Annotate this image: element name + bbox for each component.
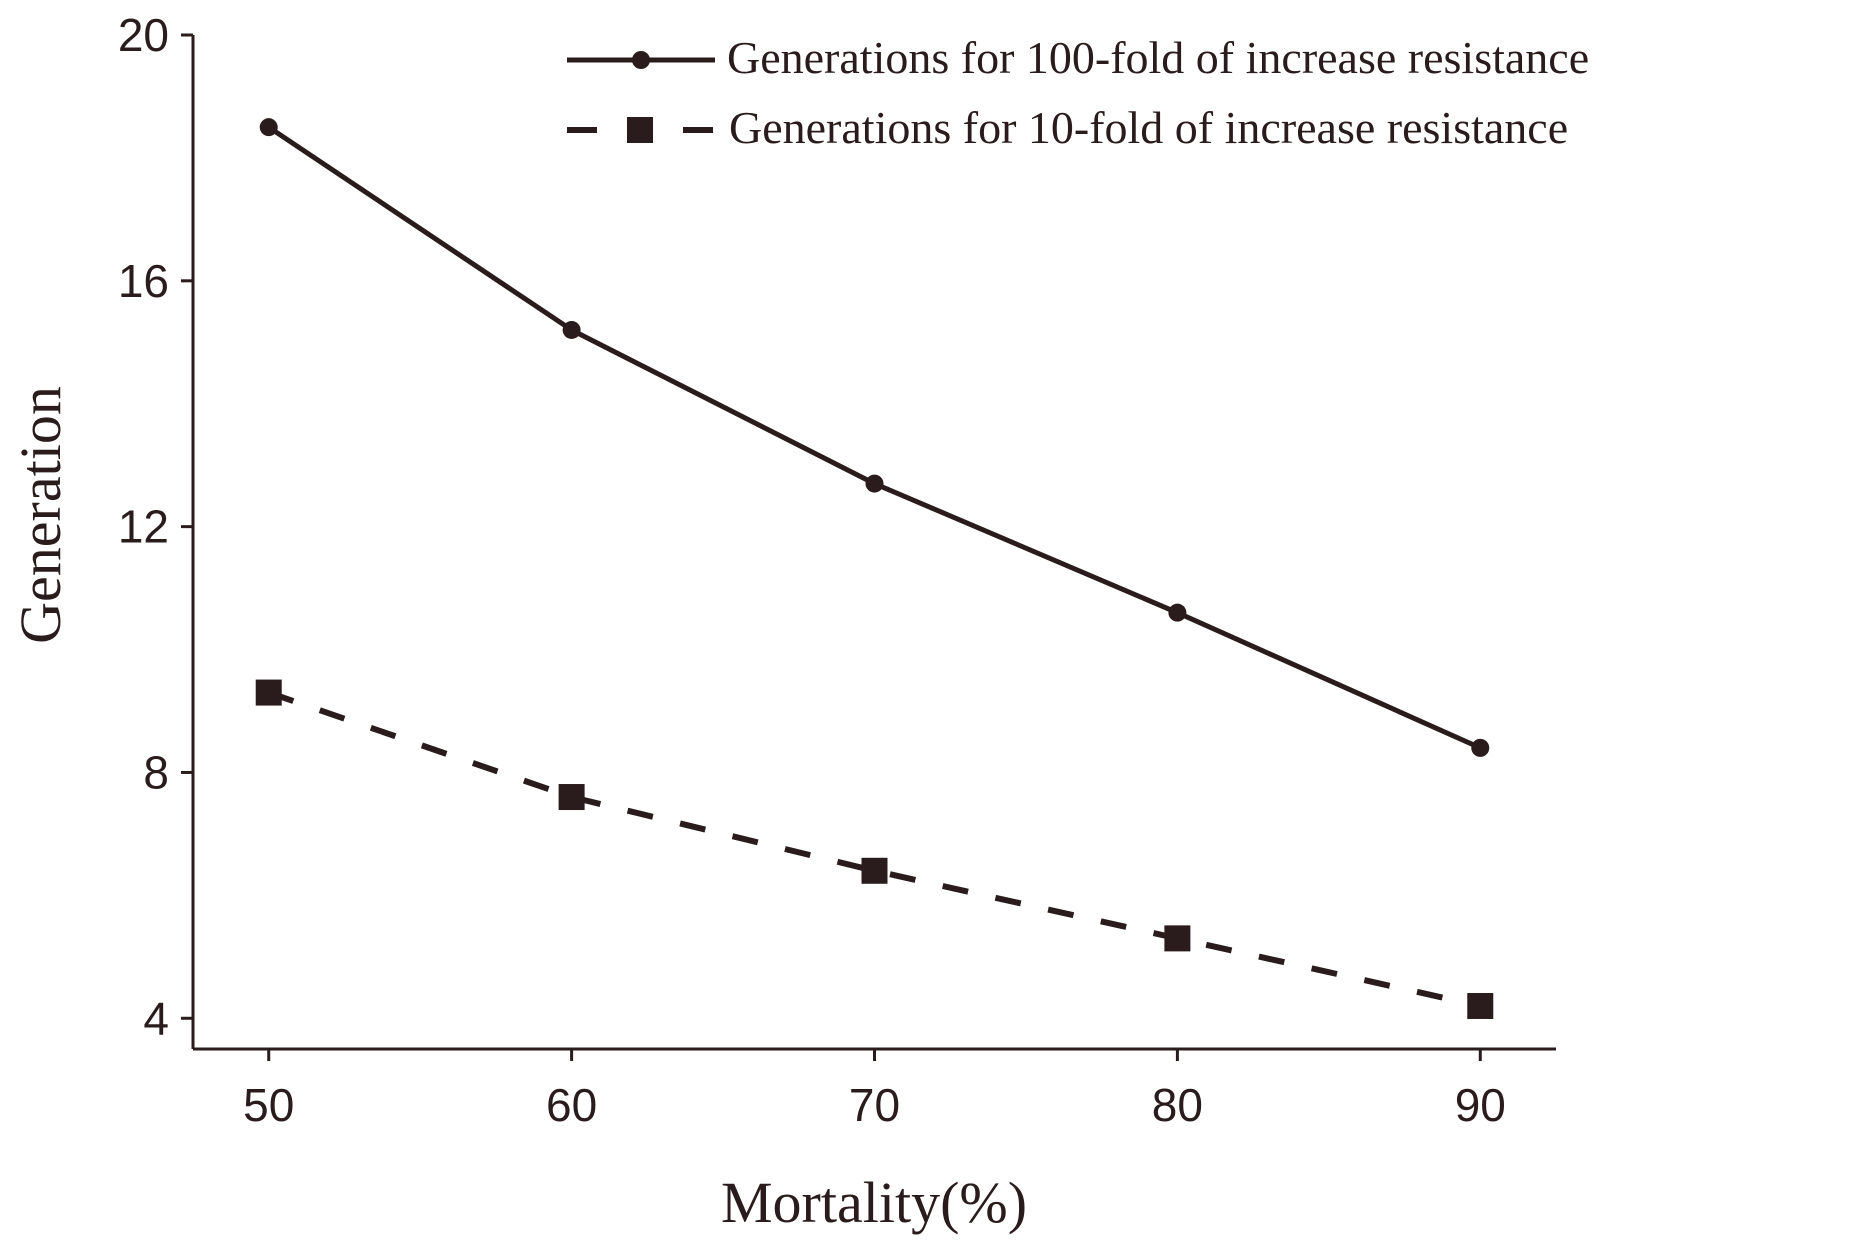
x-tick-label-50: 50	[243, 1079, 294, 1131]
axes: 50 60 70 80 90 4 8 12 16 20	[118, 9, 1556, 1131]
legend-label-10-fold: Generations for 10-fold of increase resi…	[729, 102, 1568, 153]
point-s1-x80	[1164, 925, 1191, 952]
y-tick-label-4: 4	[143, 992, 169, 1044]
x-tick-label-60: 60	[546, 1079, 597, 1131]
point-s0-x50	[259, 118, 278, 137]
y-tick-label-12: 12	[118, 501, 169, 553]
legend-label-100-fold: Generations for 100-fold of increase res…	[727, 32, 1589, 83]
x-tick-label-70: 70	[849, 1079, 900, 1131]
point-s1-x70	[861, 857, 888, 884]
series-line-1	[267, 689, 1481, 1009]
y-tick-label-16: 16	[118, 255, 169, 307]
y-axis-title: Generation	[8, 386, 73, 644]
series-line-0	[267, 125, 1482, 751]
point-s0-x80	[1168, 603, 1187, 622]
point-s0-x90	[1471, 738, 1490, 757]
legend-marker-circle	[632, 51, 650, 69]
legend: Generations for 100-fold of increase res…	[567, 32, 1589, 153]
legend-marker-square	[627, 117, 653, 143]
y-tick-label-8: 8	[143, 746, 169, 798]
point-s1-x60	[558, 784, 585, 811]
x-tick-label-80: 80	[1152, 1079, 1203, 1131]
x-tick-label-90: 90	[1455, 1079, 1506, 1131]
point-s1-x50	[255, 679, 282, 706]
series-layer	[255, 118, 1494, 1019]
point-s0-x60	[562, 320, 581, 339]
y-tick-label-20: 20	[118, 9, 169, 61]
x-axis-title: Mortality(%)	[721, 1170, 1027, 1235]
point-s1-x90	[1467, 992, 1494, 1019]
point-s0-x70	[865, 474, 884, 493]
